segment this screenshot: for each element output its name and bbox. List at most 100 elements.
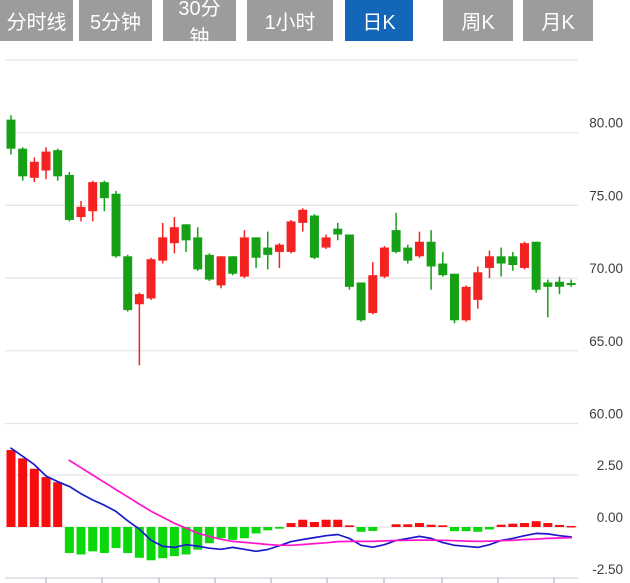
candle-body xyxy=(426,241,436,267)
macd-bar xyxy=(263,527,273,531)
candle-body xyxy=(496,256,506,264)
candle-body xyxy=(53,150,63,177)
candle-body xyxy=(356,282,366,321)
candle-body xyxy=(263,247,273,255)
candle-body xyxy=(41,151,51,171)
candle-body xyxy=(6,119,16,149)
macd-bar xyxy=(321,519,331,527)
tab-weekly-k[interactable]: 周K xyxy=(443,0,513,41)
dif-line xyxy=(10,447,573,553)
candle-body xyxy=(204,254,214,280)
candle-body xyxy=(134,294,144,305)
candle-body xyxy=(251,237,261,258)
candle-body xyxy=(18,148,28,177)
macd-bar xyxy=(344,525,354,527)
candle-body xyxy=(461,286,471,321)
macd-bar xyxy=(158,527,168,559)
macd-bar xyxy=(53,482,63,527)
macd-axis-label: 0.00 xyxy=(597,510,623,525)
price-axis-label: 65.00 xyxy=(589,334,623,349)
macd-bar xyxy=(6,450,16,527)
macd-histogram xyxy=(6,450,576,561)
macd-bar xyxy=(204,527,214,544)
candle-body xyxy=(298,209,308,223)
candle-body xyxy=(239,237,249,277)
candle-body xyxy=(508,256,518,266)
candle-body xyxy=(438,263,448,276)
candle-body xyxy=(193,237,203,270)
tab-daily-k[interactable]: 日K xyxy=(345,0,413,41)
candle-body xyxy=(368,275,378,313)
tab-1hour[interactable]: 1小时 xyxy=(247,0,333,41)
macd-bar xyxy=(531,521,541,527)
macd-bar xyxy=(298,519,308,527)
candle-body xyxy=(286,221,296,252)
candle-body xyxy=(414,241,424,257)
macd-bar xyxy=(368,527,378,531)
tab-5min[interactable]: 5分钟 xyxy=(79,0,152,41)
candle-body xyxy=(274,244,284,252)
macd-lines xyxy=(10,447,573,553)
macd-bar xyxy=(554,524,564,527)
macd-bar xyxy=(181,527,191,555)
candle-body xyxy=(88,182,98,212)
price-axis-label: 70.00 xyxy=(589,261,623,276)
candle-body xyxy=(181,224,191,241)
timeframe-tabbar: 分时线 5分钟 30分钟 1小时 日K 周K 月K xyxy=(0,0,630,49)
tab-minute-line[interactable]: 分时线 xyxy=(0,0,73,41)
candle-body xyxy=(403,247,413,261)
macd-bar xyxy=(41,477,51,527)
macd-bar xyxy=(274,527,284,529)
macd-bar xyxy=(543,523,553,527)
candle-body xyxy=(344,234,354,287)
gridlines xyxy=(5,59,578,579)
x-axis-ticks xyxy=(45,578,555,583)
macd-bar xyxy=(64,527,74,553)
macd-bar xyxy=(88,527,98,552)
macd-bar xyxy=(566,525,576,528)
macd-bar xyxy=(449,527,459,532)
macd-bar xyxy=(356,527,366,532)
tab-30min[interactable]: 30分钟 xyxy=(163,0,236,49)
macd-bar xyxy=(438,525,448,527)
macd-bar xyxy=(519,523,529,527)
axis-labels: 80.00 75.00 70.00 65.00 60.00 2.50 0.00 -2.50 xyxy=(589,116,623,577)
candle-body xyxy=(566,283,576,286)
candle-body xyxy=(449,273,459,321)
macd-bar xyxy=(461,527,471,532)
candle-body xyxy=(519,243,529,268)
price-axis-label: 80.00 xyxy=(589,116,623,131)
macd-bar xyxy=(309,522,319,527)
macd-bar xyxy=(473,527,483,532)
candle-body xyxy=(64,174,74,220)
macd-bar xyxy=(76,527,86,555)
candle-body xyxy=(321,237,331,248)
candle-body xyxy=(146,259,156,299)
tab-monthly-k[interactable]: 月K xyxy=(523,0,593,41)
macd-bar xyxy=(426,524,436,527)
candle-body xyxy=(379,247,389,277)
candle-body xyxy=(29,161,39,178)
macd-bar xyxy=(99,527,109,553)
macd-bar xyxy=(391,524,401,527)
candles-group xyxy=(6,115,576,366)
macd-bar xyxy=(333,519,343,527)
candle-body xyxy=(228,256,238,274)
candle-body xyxy=(543,282,553,287)
candle-body xyxy=(554,281,564,287)
macd-bar xyxy=(134,527,144,558)
candle-body xyxy=(158,237,168,261)
macd-bar xyxy=(403,524,413,527)
macd-bar xyxy=(169,527,179,557)
candle-body xyxy=(216,256,226,286)
macd-bar xyxy=(228,527,238,540)
macd-bar xyxy=(508,523,518,527)
macd-bar xyxy=(111,527,121,549)
macd-bar xyxy=(29,468,39,527)
candle-body xyxy=(169,227,179,244)
macd-axis-label: -2.50 xyxy=(592,562,623,577)
macd-bar xyxy=(414,523,424,527)
macd-bar xyxy=(286,523,296,527)
candle-body xyxy=(484,256,494,268)
